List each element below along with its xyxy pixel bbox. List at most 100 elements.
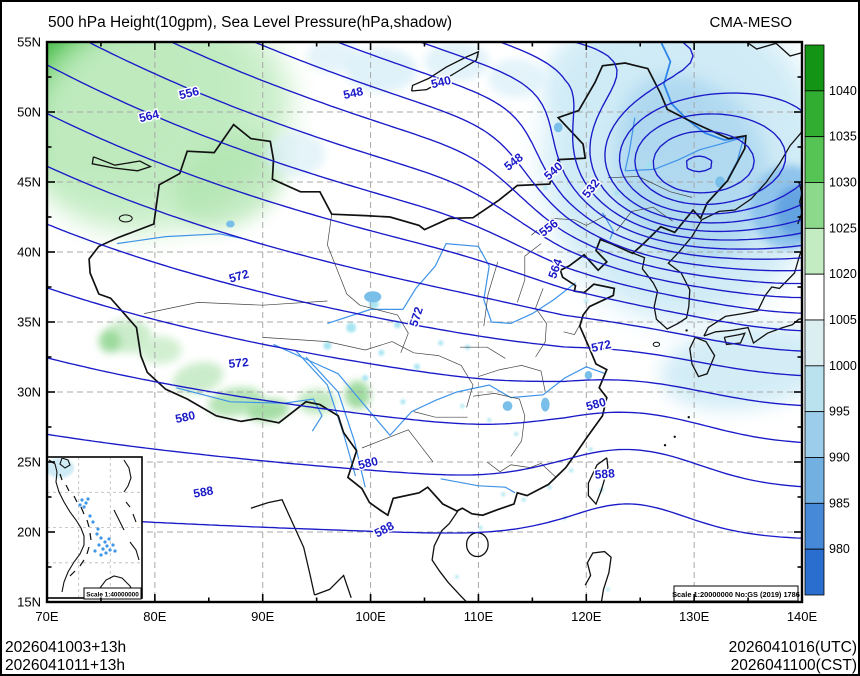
coastline <box>250 499 316 596</box>
valid-time-utc: 2026041016(UTC) <box>728 639 857 656</box>
coastline <box>91 156 153 172</box>
contour-label: 556 <box>178 84 201 103</box>
lake <box>540 397 550 412</box>
province-border <box>607 176 693 198</box>
contour-label: 564 <box>138 107 161 126</box>
height-contour-588 <box>47 503 802 539</box>
river <box>294 349 357 477</box>
contour-label: 548 <box>342 84 365 102</box>
province-border <box>391 341 474 408</box>
axis-ticks <box>46 41 803 603</box>
lake <box>502 401 513 411</box>
contour-label: 548 <box>501 150 526 174</box>
inset-island-speck <box>113 549 117 553</box>
inset-island-speck <box>104 551 108 555</box>
coastline <box>689 336 716 378</box>
height-contour-576 <box>47 287 802 407</box>
inset-coastline <box>113 509 125 531</box>
contour-label: 572 <box>590 337 613 355</box>
colorbar-tick-label: 990 <box>829 451 850 465</box>
inset-island-speck <box>91 520 95 524</box>
inset-island-speck <box>95 532 99 536</box>
inset-island-speck <box>97 543 101 547</box>
inset-island-speck <box>111 543 115 547</box>
inset-island-speck <box>84 501 88 505</box>
colorbar-segment <box>804 227 825 275</box>
graticule <box>47 42 802 602</box>
coastline <box>314 574 352 599</box>
precip-speck <box>362 375 369 381</box>
lake <box>553 122 563 133</box>
inset-island-speck <box>96 527 100 531</box>
lat-tick-label: 30N <box>17 385 41 400</box>
lake-outline <box>118 214 133 223</box>
lat-tick-label: 50N <box>17 105 41 120</box>
height-contours <box>47 42 802 539</box>
province-border <box>472 393 526 457</box>
precip-speck <box>547 485 552 490</box>
colorbar-tick-label: 1005 <box>829 313 857 327</box>
lake <box>226 220 235 228</box>
lat-tick-label: 15N <box>17 595 41 610</box>
coastline <box>587 457 609 506</box>
province-border <box>563 324 581 336</box>
colorbar-segment <box>804 44 825 92</box>
height-contour-584 <box>47 433 802 488</box>
river <box>625 136 744 172</box>
river <box>305 356 366 488</box>
height-contour-512 <box>685 155 713 173</box>
inset-island-speck <box>93 549 97 553</box>
coastline <box>703 248 802 345</box>
nine-dash-segment <box>89 532 92 541</box>
precip-speck <box>346 322 357 333</box>
colorbar-tick-label: 1000 <box>829 359 857 373</box>
inset-coastline <box>59 458 71 469</box>
colorbar-segment <box>804 319 825 367</box>
inset-scale-text: Scale 1:40000000 <box>86 591 139 598</box>
shading-blob <box>775 186 802 237</box>
inset-island-speck <box>103 540 107 544</box>
nine-dash-segment <box>79 559 85 567</box>
inset-island-speck <box>86 497 90 501</box>
province-border <box>262 337 393 351</box>
colorbar-tick-label: 1020 <box>829 267 857 281</box>
precip-speck <box>678 196 684 202</box>
lon-tick-label: 120E <box>571 609 602 624</box>
inset-island-speck <box>78 503 82 507</box>
precip-speck <box>438 340 444 346</box>
inset-island-speck <box>99 553 103 557</box>
small-island <box>663 444 667 447</box>
precip-speck <box>588 447 593 452</box>
small-island <box>687 416 690 419</box>
contour-label: 572 <box>227 267 250 286</box>
hainan-island <box>465 532 489 558</box>
coastlines-borders <box>88 42 802 602</box>
colorbar-segment <box>804 273 825 321</box>
province-border <box>413 411 468 418</box>
lon-tick-label: 80E <box>143 609 166 624</box>
colorbar-segment <box>804 457 825 504</box>
height-contour-544 <box>336 42 802 260</box>
china-boundary <box>88 62 747 517</box>
contour-label: 588 <box>594 466 615 481</box>
province-border <box>359 304 409 353</box>
height-contour-572 <box>47 223 802 377</box>
run-time-utc: 2026041003+13h <box>5 639 127 656</box>
contour-label: 580 <box>174 408 197 426</box>
height-contour-540 <box>419 42 802 250</box>
province-border <box>516 243 542 303</box>
precip-speck <box>455 575 459 579</box>
contour-label: 588 <box>192 483 214 500</box>
shading-blob <box>624 77 711 161</box>
inset-coastline <box>123 459 132 493</box>
coastline <box>584 550 612 602</box>
precip-speck <box>501 492 506 497</box>
contour-label: 572 <box>228 355 250 371</box>
nine-dash-segment <box>80 506 85 515</box>
colorbar-tick-label: 1030 <box>829 176 857 190</box>
inset-coastline <box>48 459 85 593</box>
colorbar-segment <box>804 136 825 183</box>
height-contour-516 <box>652 130 755 194</box>
lake <box>584 371 593 380</box>
